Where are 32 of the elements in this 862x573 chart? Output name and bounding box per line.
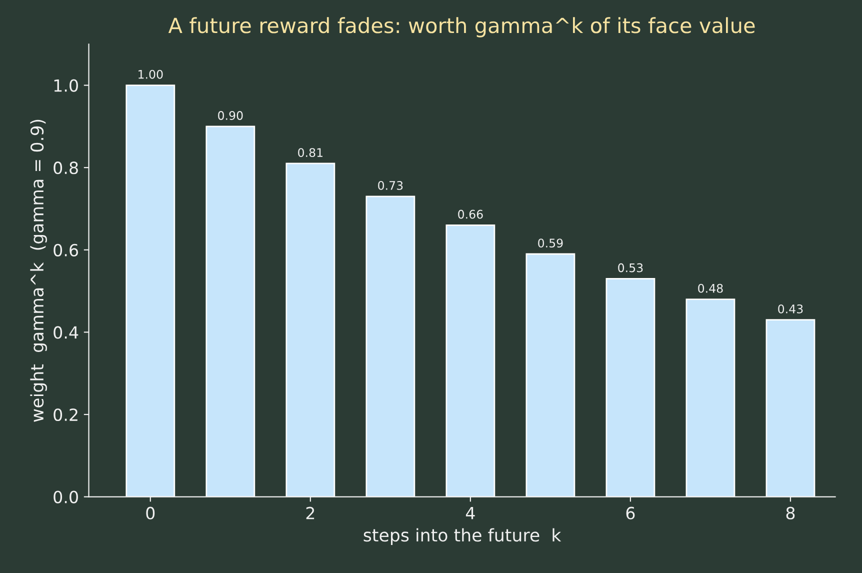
data-label: 0.73 [378,181,403,190]
data-label: 0.66 [458,210,483,219]
data-label: 0.59 [538,238,563,248]
data-label: 0.48 [698,284,723,293]
bar [446,224,496,497]
bar [126,84,176,497]
x-axis-title: steps into the future k [364,528,562,545]
x-tick-label: 2 [306,506,314,520]
x-tick-label: 6 [626,506,635,520]
bar [526,253,576,497]
bar [766,319,816,497]
bar [286,162,336,497]
bar [686,298,736,497]
y-tick-label: 0.6 [54,244,78,256]
bar [206,126,256,497]
y-tick-label: 0.0 [54,490,78,504]
x-tick-label: 4 [466,507,475,520]
y-tick-label: 1.0 [54,79,78,92]
data-label: 0.90 [218,111,243,120]
y-tick-label: 0.2 [54,408,78,422]
data-label: 0.81 [298,148,322,158]
data-label: 0.43 [778,304,803,314]
chart-title: A future reward fades: worth gamma^k of its face value [168,17,755,38]
bar [606,278,656,497]
x-tick-label: 0 [146,506,155,520]
y-tick-label: 0.8 [54,162,78,174]
data-label: 0.53 [618,263,643,272]
x-tick-label: 8 [786,506,795,520]
y-axis-title: weight gamma^k (gamma = 0.9) [30,120,48,422]
y-tick-label: 0.4 [54,326,78,339]
bar [366,196,416,497]
data-label: 1.00 [138,70,163,79]
